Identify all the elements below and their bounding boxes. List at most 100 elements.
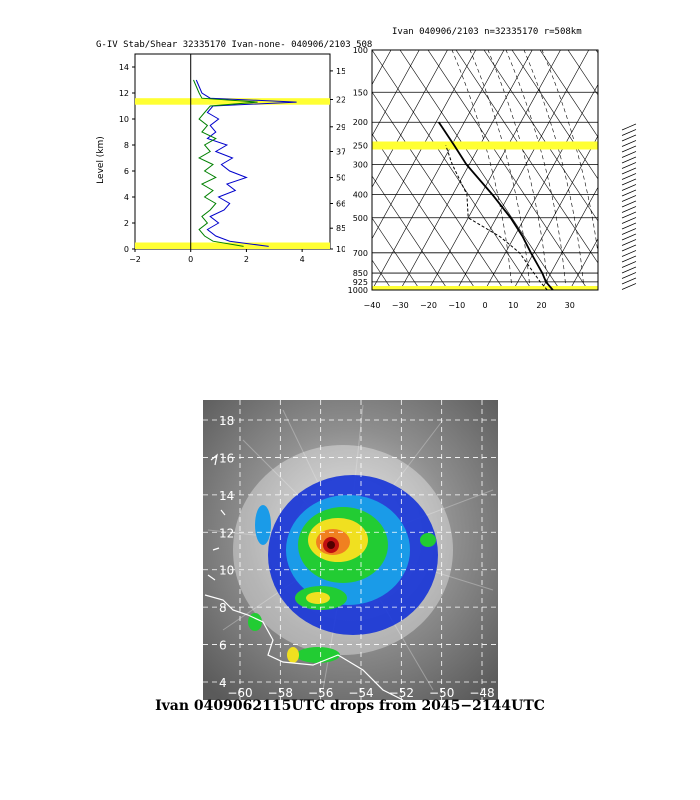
skewt-ttick-label: −20 [420, 301, 437, 310]
stab-ptick-label: 375 [336, 148, 345, 157]
isotherm [399, 50, 533, 290]
wind-barb [621, 145, 637, 153]
skewt-ptick-label: 400 [353, 190, 368, 199]
wind-barb [621, 277, 637, 285]
stab-ylabel: Level (km) [96, 136, 106, 184]
isotherm [428, 50, 561, 290]
stab-ytick-label: 10 [119, 115, 129, 124]
wind-barb [621, 156, 637, 164]
isotherm [372, 50, 448, 188]
stab-ptick-label: 1000 [336, 245, 345, 254]
skewt-ptick-label: 100 [353, 46, 368, 55]
stab-ptick-label: 665 [336, 200, 345, 209]
stab-highlight-band-0 [135, 98, 330, 105]
skewt-ptick-label: 150 [353, 88, 368, 97]
wind-barb [621, 283, 637, 290]
wind-barb [621, 272, 637, 279]
isotherm [541, 186, 598, 290]
dry-adiabat [511, 50, 598, 180]
isotherm [484, 83, 598, 290]
lat-label: 18 [219, 414, 234, 428]
stab-ptick-label: 500 [336, 174, 345, 183]
skewt-ptick-label: 300 [353, 161, 368, 170]
moist-adiabat [505, 50, 567, 290]
stab-ptick-label: 850 [336, 224, 345, 233]
lon-label: −54 [348, 686, 373, 700]
skewt-ttick-label: −10 [448, 301, 465, 310]
skewt-ptick-label: 1000 [348, 286, 368, 295]
lon-label: −58 [268, 686, 293, 700]
stab-ytick-label: 2 [124, 219, 129, 228]
stab-xtick-label: 0 [188, 255, 193, 264]
wind-barb [621, 151, 637, 158]
stab-ytick-label: 6 [124, 167, 129, 176]
stab-ytick-label: 14 [119, 63, 129, 72]
isotherm [597, 289, 598, 290]
skewt-ttick-label: 10 [508, 301, 518, 310]
coastlines [204, 453, 404, 700]
lat-label: 6 [219, 639, 227, 653]
wind-barb [621, 206, 637, 213]
wind-barb [621, 222, 637, 230]
wind-barb [621, 244, 637, 252]
stab-xtick-label: 2 [244, 255, 249, 264]
dry-adiabat [595, 50, 598, 54]
wind-barb [621, 261, 637, 268]
wind-barb [621, 189, 637, 197]
moist-adiabat [487, 50, 549, 290]
satellite-caption: Ivan 0409062115UTC drops from 2045−2144U… [155, 698, 545, 714]
dry-adiabat [372, 91, 505, 290]
stab-ytick-label: 8 [124, 141, 129, 150]
wind-barb [621, 255, 637, 263]
skewt-ttick-label: −40 [364, 301, 381, 310]
lat-label: 16 [219, 451, 234, 465]
stab-ytick-label: 12 [119, 89, 129, 98]
wind-barb [621, 250, 637, 257]
skewt-title: Ivan 040906/2103 n=32335170 r=508km [392, 27, 582, 37]
stab-series-0 [195, 79, 297, 247]
wind-barb [621, 266, 637, 274]
moist-adiabat [523, 50, 585, 290]
lon-label: −56 [308, 686, 333, 700]
stab-shear-chart: Level (km) 14121086420−20241502202903755… [96, 53, 345, 264]
isotherm [569, 238, 598, 290]
lat-label: 12 [219, 526, 234, 540]
dry-adiabat [372, 217, 421, 290]
isotherm [372, 50, 505, 290]
moist-adiabat [469, 50, 531, 290]
skewt-ttick-label: 30 [565, 301, 575, 310]
lat-label: 10 [219, 564, 234, 578]
moist-adiabat [541, 50, 598, 256]
stab-series-1 [193, 79, 258, 247]
lon-label: −50 [429, 686, 454, 700]
stab-ptick-label: 220 [336, 96, 345, 105]
stab-ptick-label: 290 [336, 123, 345, 132]
isotherm [512, 135, 598, 290]
wind-barb [621, 173, 637, 180]
wind-barb [621, 162, 637, 169]
stab-xtick-label: 4 [300, 255, 305, 264]
dry-adiabat [372, 175, 449, 290]
stab-xtick-label: −2 [129, 255, 141, 264]
skewt-highlight-band-0 [372, 141, 598, 150]
skewt-ptick-label: 500 [353, 214, 368, 223]
stab-ytick-label: 4 [124, 193, 129, 202]
skewt-ptick-label: 925 [353, 278, 368, 287]
wind-barb [621, 140, 637, 147]
wind-barb [621, 184, 637, 191]
dry-adiabat [567, 50, 598, 96]
stab-plot-frame [134, 53, 331, 250]
wind-barb [621, 134, 637, 142]
skewt-ttick-label: 20 [536, 301, 546, 310]
skewt-frame [371, 49, 599, 291]
stab-highlight-band-1 [135, 242, 330, 249]
isotherm [372, 50, 420, 137]
dry-adiabat [372, 50, 533, 290]
lon-label: −52 [389, 686, 414, 700]
skewt-ptick-label: 700 [353, 249, 368, 258]
wind-barb [621, 217, 637, 224]
lat-label: 4 [219, 676, 227, 690]
wind-barb [621, 195, 637, 202]
satellite-image: 18 16 14 12 10 8 6 4−60 −58 −56 −54 −52 −50 −48 [203, 400, 498, 700]
